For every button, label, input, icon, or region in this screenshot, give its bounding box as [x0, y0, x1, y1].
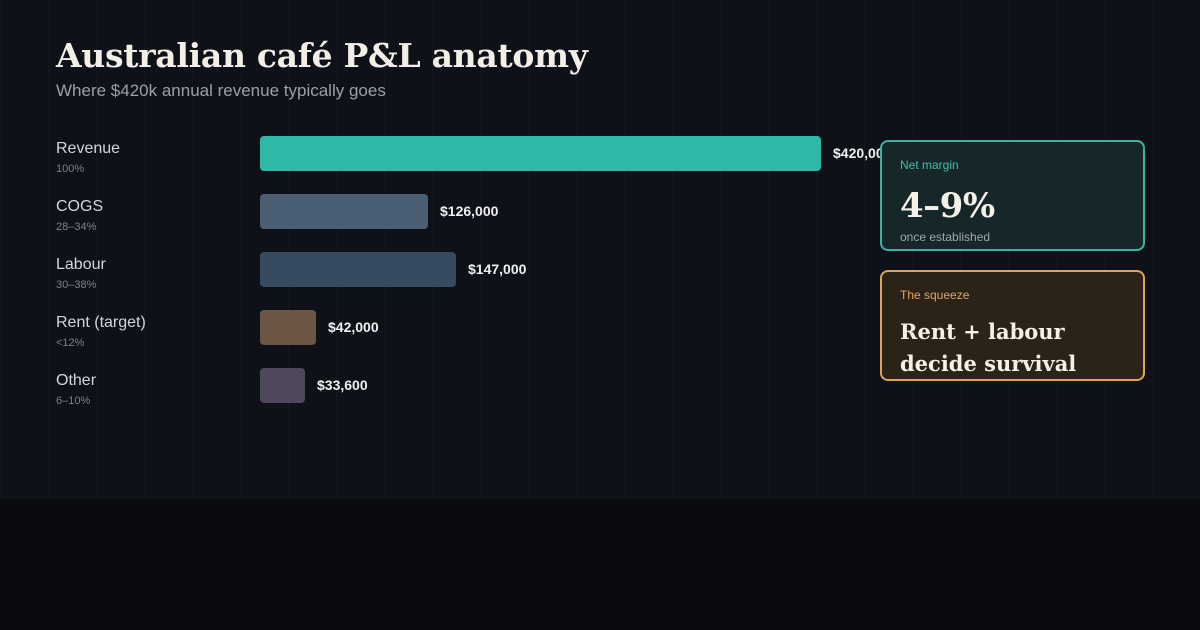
bar-revenue: [260, 136, 821, 171]
footer-strip: [0, 499, 1200, 630]
bar-other: [260, 368, 305, 403]
page-subtitle: Where $420k annual revenue typically goe…: [56, 81, 386, 100]
bar-labour: [260, 252, 456, 287]
chart-panel: Australian café P&L anatomy Where $420k …: [0, 0, 1200, 499]
page-title: Australian café P&L anatomy: [56, 36, 588, 75]
bar-cogs: [260, 194, 428, 229]
squeeze-label: The squeeze: [900, 288, 970, 302]
category-share-rent-target: <12%: [56, 337, 85, 349]
value-label-other: $33,600: [317, 377, 368, 393]
squeeze-card: The squeeze Rent + labour decide surviva…: [880, 270, 1145, 381]
value-label-revenue: $420,000: [833, 145, 892, 161]
net-margin-value: 4–9%: [900, 186, 995, 226]
category-label-other: Other: [56, 372, 97, 389]
value-label-rent-target: $42,000: [328, 319, 379, 335]
category-label-labour: Labour: [56, 256, 106, 273]
net-margin-note: once established: [900, 230, 991, 244]
category-label-cogs: COGS: [56, 198, 104, 215]
category-share-cogs: 28–34%: [56, 221, 97, 233]
net-margin-card: Net margin 4–9% once established: [880, 140, 1145, 251]
value-label-labour: $147,000: [468, 261, 527, 277]
category-label-rent-target: Rent (target): [56, 314, 146, 331]
category-label-revenue: Revenue: [56, 140, 121, 157]
category-share-other: 6–10%: [56, 395, 91, 407]
net-margin-label: Net margin: [900, 158, 959, 172]
squeeze-headline: Rent + labour decide survival: [900, 319, 1077, 376]
value-label-cogs: $126,000: [440, 203, 499, 219]
bar-rent-target: [260, 310, 316, 345]
category-share-revenue: 100%: [56, 163, 85, 175]
category-share-labour: 30–38%: [56, 279, 97, 291]
